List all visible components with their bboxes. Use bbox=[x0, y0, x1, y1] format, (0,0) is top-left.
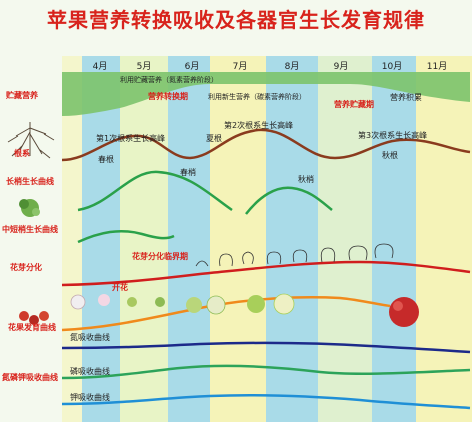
band-november bbox=[416, 56, 472, 422]
flower-critical-label: 花芽分化临界期 bbox=[132, 251, 188, 261]
flower-bud-stage-icons bbox=[195, 243, 394, 267]
apple-fruit-illustration bbox=[19, 311, 49, 325]
storage-accumulation-text: 营养积累 bbox=[390, 92, 422, 102]
spring-shoot-curve bbox=[77, 170, 233, 212]
fruit-stage-illustrations bbox=[70, 293, 419, 327]
root-spring-label: 春根 bbox=[98, 154, 114, 164]
row-label-fruit-curve: 花果发育曲线 bbox=[8, 322, 56, 332]
mid-short-shoot-curve bbox=[77, 229, 175, 244]
storage-stored-text: 利用贮藏营养（氮素营养阶段） bbox=[120, 75, 218, 84]
row-label-storage: 贮藏营养 bbox=[5, 90, 38, 100]
autumn-shoot-curve bbox=[245, 186, 333, 215]
band-june bbox=[168, 56, 210, 422]
bloom-label: 开花 bbox=[112, 282, 128, 292]
root-autumn-label: 秋根 bbox=[382, 150, 398, 160]
month-label-6: 6月 bbox=[185, 61, 200, 72]
storage-period-text: 营养贮藏期 bbox=[334, 99, 374, 109]
month-label-5: 5月 bbox=[137, 61, 152, 72]
row-label-roots: 根系 bbox=[14, 148, 30, 158]
month-label-9: 9月 bbox=[334, 61, 349, 72]
root-summer-label: 夏根 bbox=[206, 133, 222, 143]
row-label-nutrient-curve: 氮磷钾吸收曲线 bbox=[2, 372, 58, 382]
band-september bbox=[318, 56, 372, 422]
label-column bbox=[0, 56, 62, 422]
row-label-shoot-curve: 长梢生长曲线 bbox=[6, 176, 54, 186]
band-july bbox=[210, 56, 266, 422]
root-growth-curve bbox=[61, 128, 471, 162]
month-label-10: 10月 bbox=[382, 61, 402, 72]
storage-new-text: 利用新生营养（碳素营养阶段） bbox=[208, 92, 306, 101]
month-label-11: 11月 bbox=[427, 61, 447, 72]
month-label-8: 8月 bbox=[285, 61, 300, 72]
nitrogen-curve-label: 氮吸收曲线 bbox=[70, 332, 110, 342]
page-title: 苹果营养转换吸收及各器官生长发育规律 bbox=[47, 8, 425, 32]
root-illustration bbox=[7, 122, 55, 159]
root-peak2-label: 第2次根系生长高峰 bbox=[224, 120, 293, 130]
month-label-7: 7月 bbox=[233, 61, 248, 72]
nitrogen-absorption-curve bbox=[61, 341, 471, 354]
potassium-curve-label: 钾吸收曲线 bbox=[70, 392, 110, 402]
autumn-shoot-label: 秋梢 bbox=[298, 174, 314, 184]
potassium-absorption-curve bbox=[61, 393, 471, 410]
spring-shoot-label: 春梢 bbox=[180, 167, 196, 177]
band-october bbox=[372, 56, 416, 422]
phosphorus-curve-label: 磷吸收曲线 bbox=[70, 366, 110, 376]
leaf-cluster-illustration bbox=[19, 199, 40, 217]
band-august bbox=[266, 56, 318, 422]
flower-bud-curve bbox=[61, 260, 471, 287]
storage-nutrition-band bbox=[62, 72, 470, 116]
row-label-mid-short: 中短梢生长曲线 bbox=[2, 224, 58, 234]
month-label-4: 4月 bbox=[93, 61, 108, 72]
row-label-flower-bud: 花芽分化 bbox=[10, 262, 42, 272]
root-peak3-label: 第3次根系生长高峰 bbox=[358, 130, 427, 140]
root-peak1-label: 第1次根系生长高峰 bbox=[96, 133, 165, 143]
storage-transition-text: 营养转换期 bbox=[148, 91, 188, 101]
phosphorus-absorption-curve bbox=[61, 364, 471, 380]
